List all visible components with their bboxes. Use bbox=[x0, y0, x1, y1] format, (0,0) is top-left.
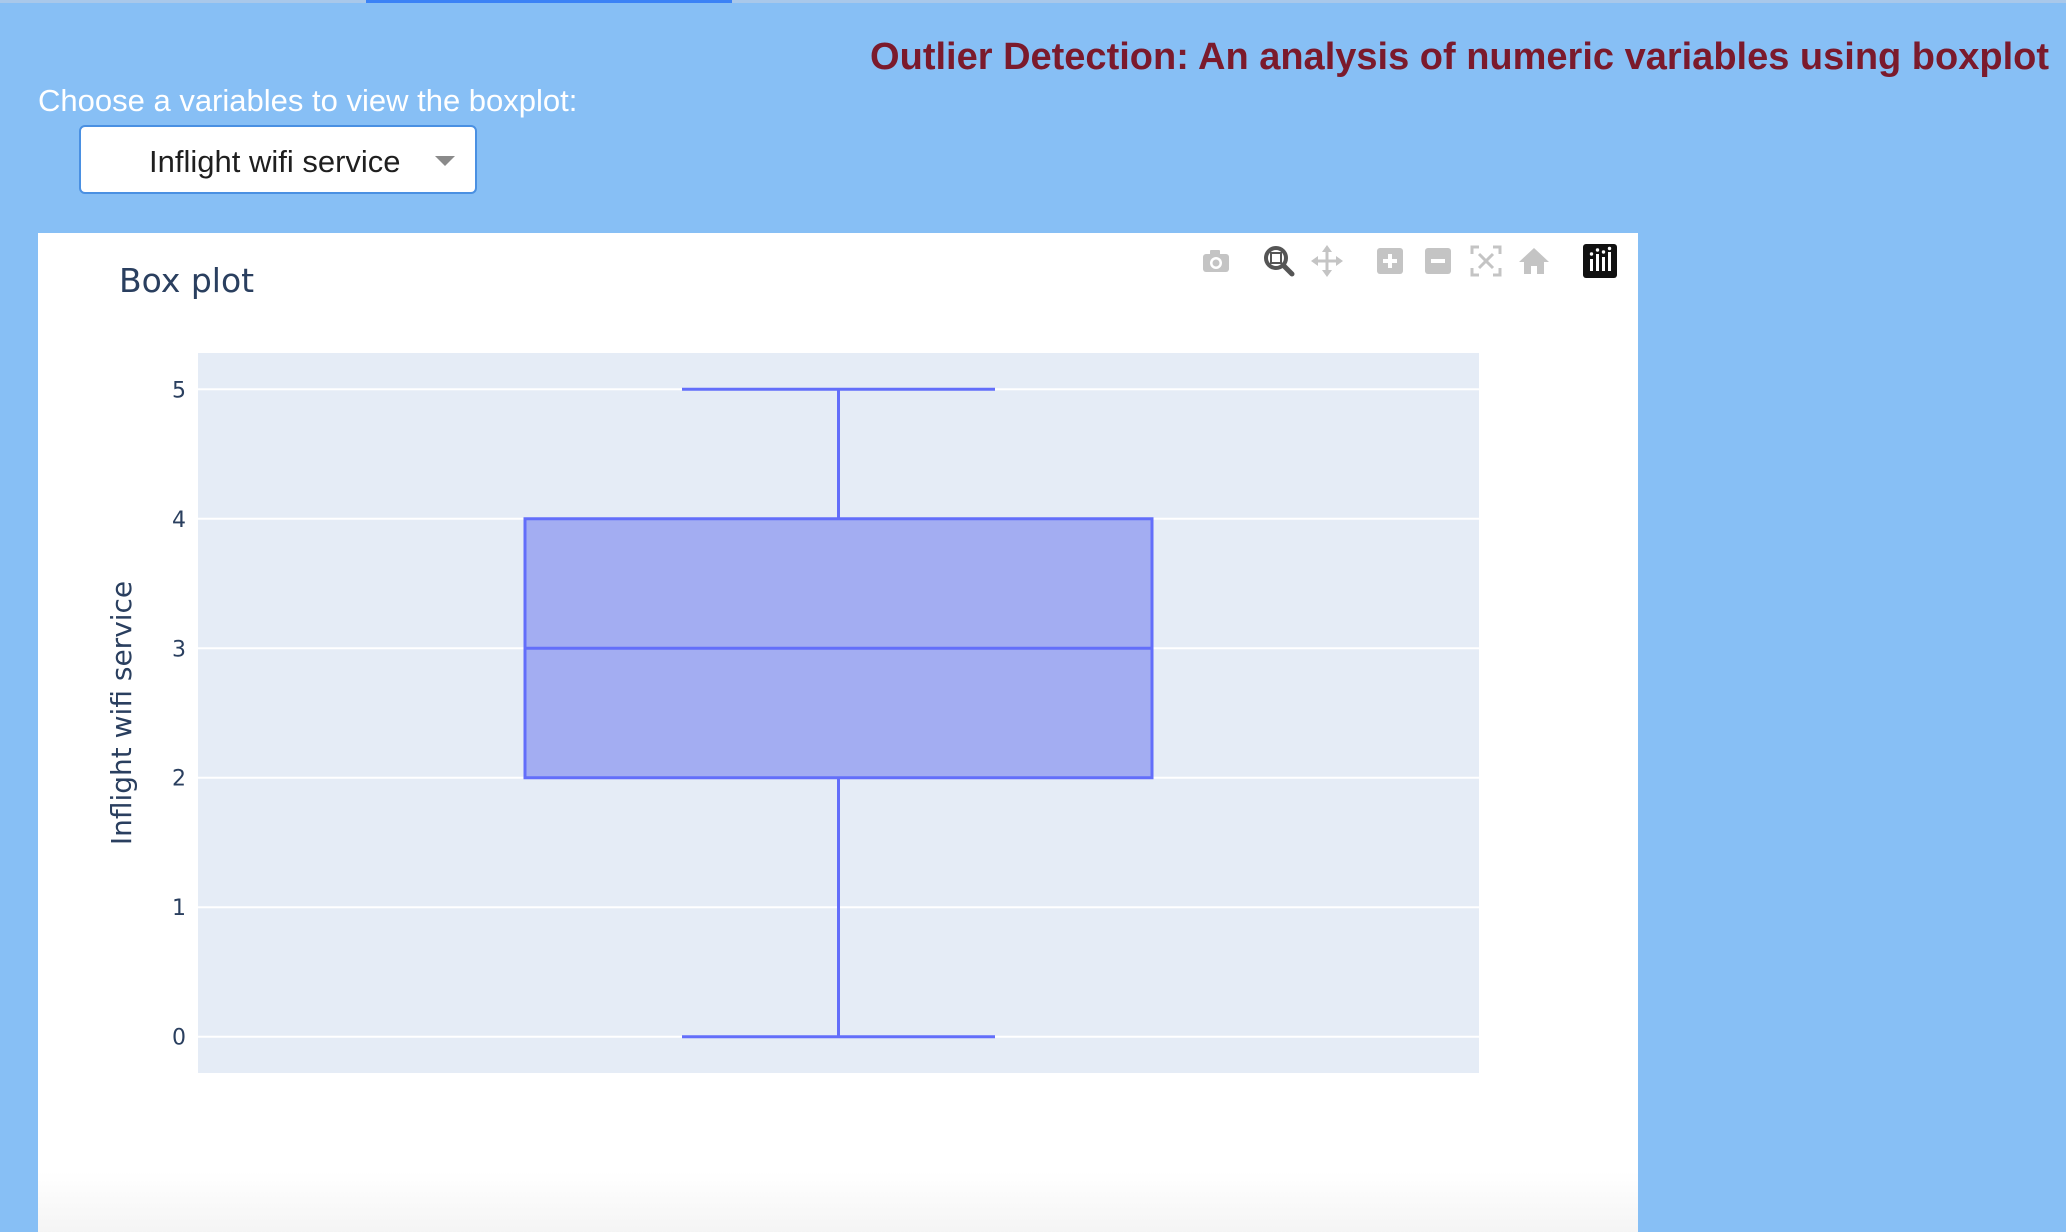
zoom-icon[interactable] bbox=[1261, 243, 1297, 279]
box-plot-chart[interactable]: 0 1 2 3 4 5 Inflight wifi service bbox=[38, 233, 1638, 1232]
zoom-out-icon[interactable] bbox=[1420, 243, 1456, 279]
dropdown-selected-value: Inflight wifi service bbox=[149, 144, 401, 179]
y-tick-label: 0 bbox=[172, 1026, 186, 1051]
page-title: Outlier Detection: An analysis of numeri… bbox=[870, 36, 2049, 78]
y-axis-label: Inflight wifi service bbox=[105, 581, 138, 845]
chart-title: Box plot bbox=[119, 261, 255, 300]
panel-bottom-fade bbox=[38, 1172, 1638, 1232]
active-tab-indicator bbox=[366, 0, 732, 3]
chevron-down-icon[interactable] bbox=[435, 156, 455, 166]
y-tick-label: 1 bbox=[172, 896, 186, 921]
y-tick-label: 3 bbox=[172, 637, 186, 662]
plot-panel: 0 1 2 3 4 5 Inflight wifi service Box plot bbox=[38, 233, 1638, 1232]
y-tick-label: 2 bbox=[172, 767, 186, 792]
browser-tab-strip bbox=[0, 0, 2066, 3]
y-tick-label: 4 bbox=[172, 508, 186, 533]
variable-select-label: Choose a variables to view the boxplot: bbox=[38, 83, 578, 118]
zoom-in-icon[interactable] bbox=[1372, 243, 1408, 279]
y-tick-label: 5 bbox=[172, 378, 186, 403]
camera-icon[interactable] bbox=[1198, 243, 1234, 279]
plotly-logo-icon[interactable] bbox=[1582, 243, 1618, 279]
autoscale-icon[interactable] bbox=[1468, 243, 1504, 279]
pan-icon[interactable] bbox=[1309, 243, 1345, 279]
plot-modebar bbox=[1198, 239, 1628, 285]
variable-dropdown[interactable]: Inflight wifi service bbox=[79, 125, 477, 194]
reset-axes-icon[interactable] bbox=[1516, 243, 1552, 279]
